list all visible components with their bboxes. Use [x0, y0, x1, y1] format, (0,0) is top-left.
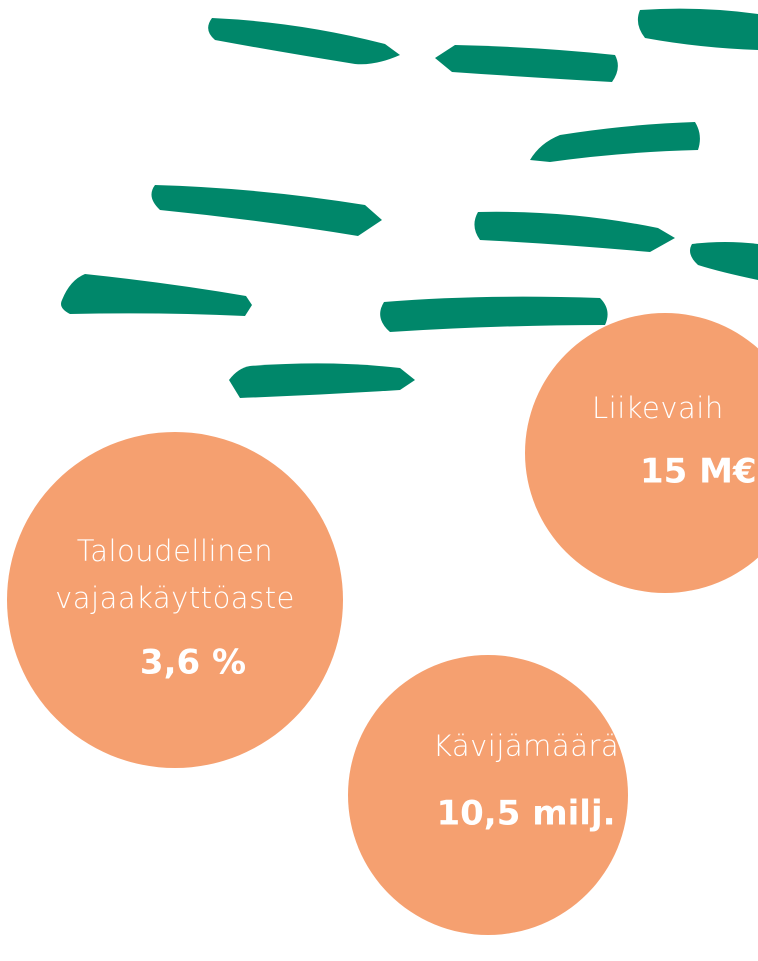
infographic: Taloudellinen vajaakäyttöaste 3,6 % Kävi…	[0, 0, 758, 961]
brush-stroke	[474, 212, 675, 252]
brush-stroke	[380, 297, 607, 332]
stat-label: Kävijämäärä	[433, 729, 619, 763]
stat-label: Taloudellinen	[77, 534, 273, 568]
brush-stroke	[690, 242, 758, 280]
brush-stroke	[435, 45, 618, 82]
brush-stroke	[151, 185, 382, 236]
stat-label: vajaakäyttöaste	[55, 581, 295, 615]
stat-value: 3,6 %	[140, 643, 246, 683]
stat-value: 10,5 milj.	[436, 794, 615, 834]
brush-stroke	[530, 122, 700, 162]
stat-value: 15 M€	[640, 452, 757, 492]
body: Taloudellinen vajaakäyttöaste 3,6 % Kävi…	[0, 0, 758, 961]
brush-stroke	[208, 18, 400, 64]
brush-stroke	[61, 274, 252, 316]
brush-stroke	[229, 363, 415, 398]
stat-label: Liikevaih	[592, 391, 724, 425]
page: Infographic {"circles": [ {"label": ["Ta…	[0, 0, 758, 961]
brush-stroke	[638, 9, 758, 50]
